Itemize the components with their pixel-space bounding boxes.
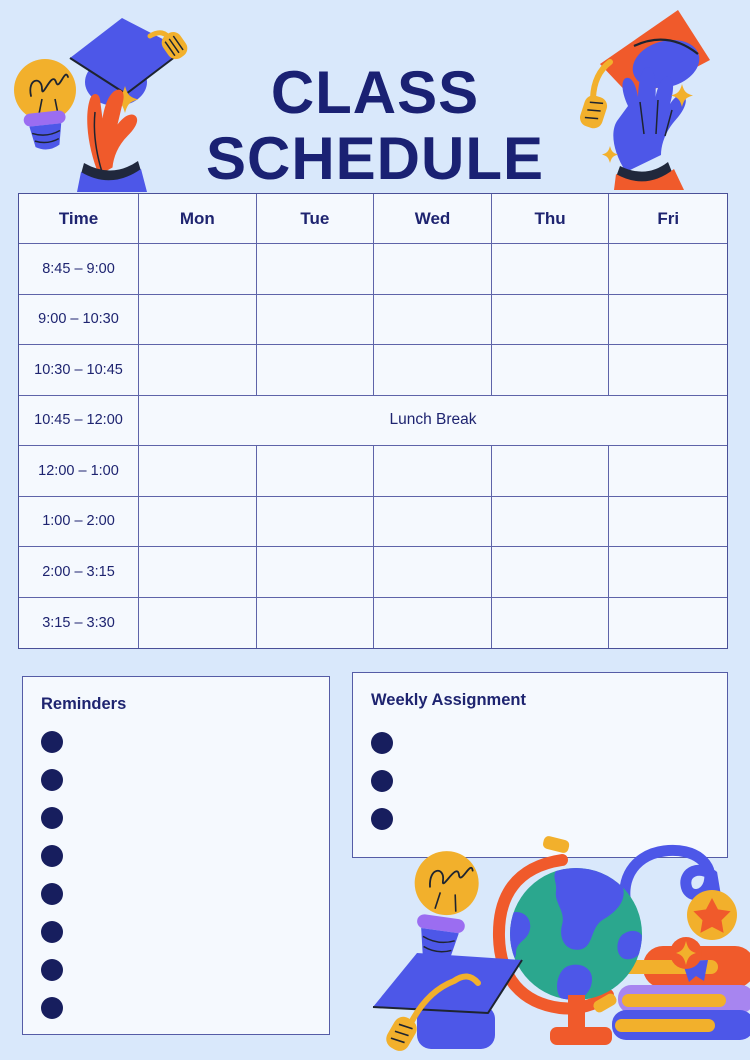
schedule-cell[interactable] — [256, 345, 375, 396]
schedule-cell[interactable] — [139, 446, 257, 497]
schedule-cell[interactable] — [491, 244, 610, 295]
books-icon — [606, 946, 750, 1040]
schedule-cell[interactable] — [609, 598, 727, 649]
schedule-cell[interactable] — [491, 446, 610, 497]
reminders-panel: Reminders — [22, 676, 330, 1035]
column-header-mon: Mon — [139, 194, 257, 244]
graduation-cap-icon — [372, 953, 523, 1051]
bullet-dot — [41, 883, 63, 905]
schedule-cell[interactable] — [256, 496, 375, 547]
bullet-dot — [41, 997, 63, 1019]
column-header-thu: Thu — [491, 194, 610, 244]
schedule-table: Time Mon Tue Wed Thu Fri 8:45 – 9:00 9:0… — [18, 193, 728, 649]
page-title: CLASS SCHEDULE — [0, 60, 750, 192]
schedule-cell[interactable] — [256, 446, 375, 497]
bullet-dot — [41, 845, 63, 867]
schedule-cell[interactable] — [374, 244, 492, 295]
time-slot-label: 2:00 – 3:15 — [19, 547, 139, 598]
bullet-dot — [41, 807, 63, 829]
schedule-cell[interactable] — [139, 597, 257, 648]
time-slot-label: 10:30 – 10:45 — [19, 345, 139, 396]
schedule-cell[interactable] — [491, 294, 610, 345]
column-header-wed: Wed — [374, 194, 492, 244]
bullet-dot — [41, 731, 63, 753]
bottom-right-illustration — [372, 836, 750, 1051]
bullet-dot — [371, 808, 393, 830]
column-header-time: Time — [19, 194, 139, 244]
schedule-cell[interactable] — [374, 597, 492, 648]
bullet-dot — [371, 732, 393, 754]
column-header-fri: Fri — [609, 194, 727, 244]
schedule-cell[interactable] — [609, 446, 727, 497]
lunch-break-cell[interactable]: Lunch Break — [139, 396, 727, 446]
schedule-cell[interactable] — [257, 597, 375, 648]
page-title-line2: SCHEDULE — [205, 125, 545, 193]
time-slot-label: 12:00 – 1:00 — [19, 446, 139, 497]
bullet-dot — [41, 921, 63, 943]
schedule-cell[interactable] — [491, 345, 610, 396]
weekly-assignment-bullet-list — [371, 732, 727, 830]
medal-icon — [670, 890, 737, 982]
schedule-cell[interactable] — [609, 345, 727, 396]
bullet-dot — [371, 770, 393, 792]
reminders-title: Reminders — [41, 695, 127, 713]
schedule-cell[interactable] — [256, 244, 375, 295]
schedule-cell[interactable] — [609, 295, 727, 345]
page-title-line1: CLASS — [270, 59, 480, 127]
schedule-cell[interactable] — [139, 547, 257, 598]
schedule-cell[interactable] — [609, 497, 727, 547]
reminders-bullet-list — [41, 731, 329, 1019]
schedule-cell[interactable] — [256, 294, 375, 345]
schedule-cell[interactable] — [491, 496, 610, 547]
time-slot-label: 8:45 – 9:00 — [19, 244, 139, 295]
schedule-cell[interactable] — [256, 547, 375, 598]
column-header-tue: Tue — [256, 194, 375, 244]
schedule-cell[interactable] — [374, 547, 492, 598]
cord-icon — [619, 844, 721, 927]
time-slot-label: 3:15 – 3:30 — [19, 597, 139, 648]
schedule-cell[interactable] — [374, 345, 492, 396]
schedule-cell[interactable] — [139, 244, 257, 295]
weekly-assignment-panel: Weekly Assignment — [352, 672, 728, 858]
time-slot-label: 1:00 – 2:00 — [19, 496, 139, 547]
lightbulb-icon — [414, 851, 479, 960]
schedule-cell[interactable] — [492, 597, 610, 648]
weekly-assignment-title: Weekly Assignment — [371, 691, 526, 709]
schedule-cell[interactable] — [374, 446, 492, 497]
bullet-dot — [41, 769, 63, 791]
time-slot-label: 9:00 – 10:30 — [19, 294, 139, 345]
schedule-cell[interactable] — [374, 496, 492, 547]
schedule-cell[interactable] — [609, 547, 727, 598]
globe-icon — [492, 836, 642, 1045]
time-slot-label: 10:45 – 12:00 — [19, 395, 139, 446]
schedule-cell[interactable] — [139, 294, 257, 345]
schedule-cell[interactable] — [374, 294, 492, 345]
schedule-cell[interactable] — [609, 244, 727, 295]
schedule-cell[interactable] — [491, 547, 610, 598]
schedule-cell[interactable] — [139, 496, 257, 547]
schedule-cell[interactable] — [139, 345, 257, 396]
bullet-dot — [41, 959, 63, 981]
